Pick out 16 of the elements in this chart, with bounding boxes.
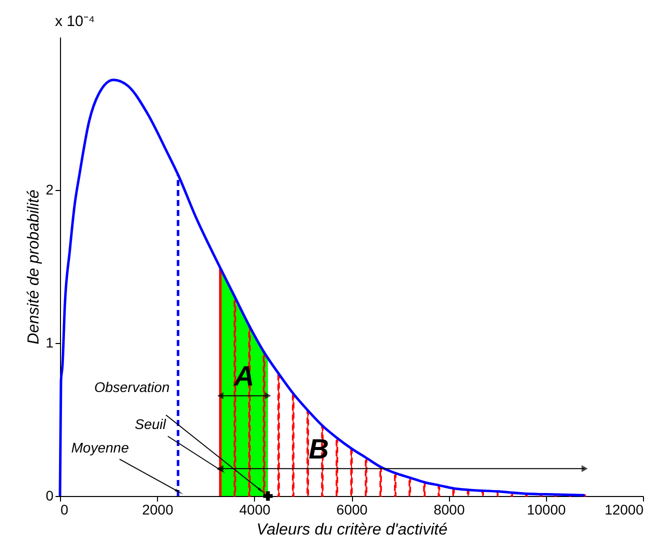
annotation: Moyenne	[71, 439, 130, 456]
x-tick-label: 2000	[142, 502, 174, 518]
y-axis-title: Densité de probabilité	[26, 190, 43, 344]
annotation: Observation	[94, 379, 170, 395]
x-axis-title: Valeurs du critère d'activité	[256, 522, 448, 538]
x-tick-label: 8000	[434, 502, 465, 518]
y-tick-label: 1	[46, 334, 54, 350]
x-tick-label: 12000	[604, 502, 644, 518]
text: x 10⁻⁴	[55, 13, 95, 30]
x-tick-label: 0	[60, 502, 68, 518]
x-tick-label: 6000	[336, 502, 368, 518]
annotation: Seuil	[134, 416, 167, 432]
y-tick-label: 0	[46, 488, 54, 504]
y-tick-label: 2	[46, 182, 54, 198]
x-tick-label: 4000	[239, 502, 271, 518]
x-tick-label: 10000	[526, 502, 566, 518]
